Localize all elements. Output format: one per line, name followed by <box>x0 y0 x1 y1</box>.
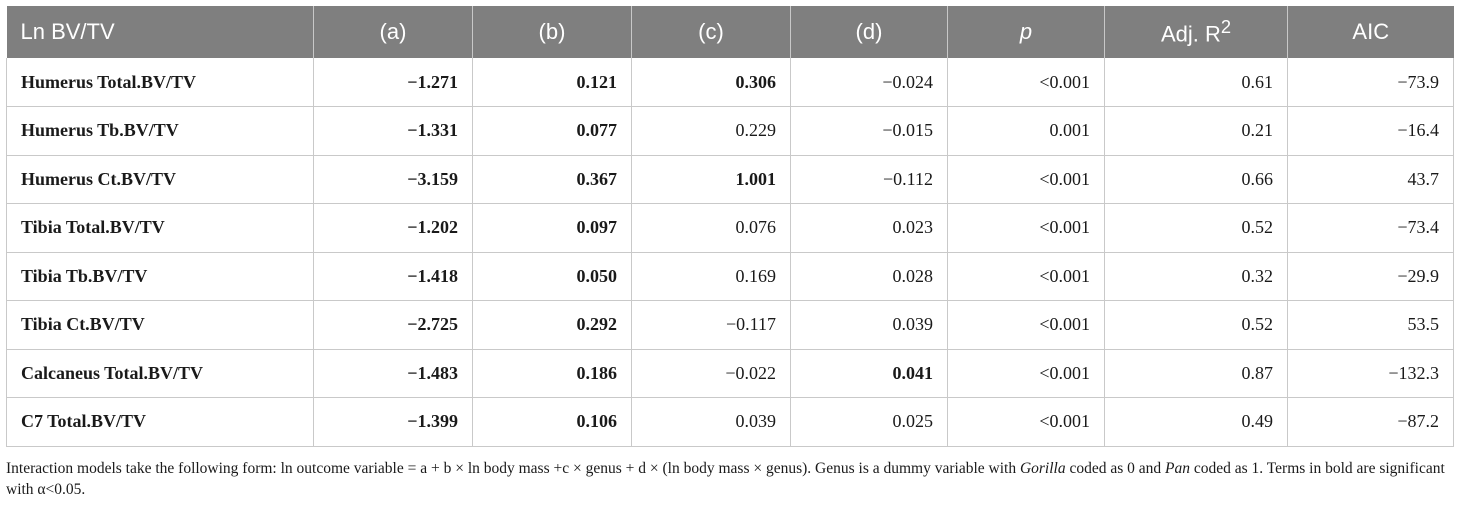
table-container: Ln BV/TV (a) (b) (c) (d) p Adj. R2 AIC H… <box>6 6 1454 447</box>
table-cell: −0.015 <box>790 106 948 156</box>
table-cell: 0.66 <box>1104 155 1288 204</box>
table-cell: −1.202 <box>313 203 473 253</box>
header-cell: (d) <box>790 6 948 58</box>
header-cell: p <box>947 6 1105 58</box>
table-cell: <0.001 <box>947 252 1105 301</box>
table-cell: −0.117 <box>631 300 791 350</box>
table-cell: −1.399 <box>313 397 473 447</box>
header-cell: (a) <box>313 6 473 58</box>
table-cell: 0.076 <box>631 203 791 253</box>
table-cell: 0.039 <box>631 397 791 447</box>
row-label: Tibia Ct.BV/TV <box>6 300 314 350</box>
row-label: Humerus Total.BV/TV <box>6 58 314 107</box>
table-cell: 0.306 <box>631 58 791 107</box>
table-cell: <0.001 <box>947 349 1105 398</box>
table-cell: 0.106 <box>472 397 632 447</box>
table-cell: −73.4 <box>1287 203 1454 253</box>
table-cell: 0.121 <box>472 58 632 107</box>
table-row: Tibia Ct.BV/TV −2.725 0.292 −0.117 0.039 <0.0… <box>6 300 1454 350</box>
table-cell: 0.52 <box>1104 300 1288 350</box>
table-row: Tibia Tb.BV/TV −1.418 0.050 0.169 0.028 <0.00… <box>6 252 1454 301</box>
table-cell: <0.001 <box>947 203 1105 253</box>
table-cell: 0.050 <box>472 252 632 301</box>
table-cell: <0.001 <box>947 397 1105 447</box>
header-cell: Ln BV/TV <box>6 6 314 58</box>
table-cell: 0.229 <box>631 106 791 156</box>
table-cell: 0.52 <box>1104 203 1288 253</box>
table-row: Humerus Tb.BV/TV −1.331 0.077 0.229 −0.015 0.… <box>6 106 1454 156</box>
table-cell: 0.169 <box>631 252 791 301</box>
table-row: Humerus Ct.BV/TV −3.159 0.367 1.001 −0.112 <0… <box>6 155 1454 204</box>
regression-table: Ln BV/TV (a) (b) (c) (d) p Adj. R2 AIC H… <box>6 6 1454 447</box>
table-cell: 0.077 <box>472 106 632 156</box>
table-cell: −16.4 <box>1287 106 1454 156</box>
table-cell: 0.186 <box>472 349 632 398</box>
table-cell: 1.001 <box>631 155 791 204</box>
table-cell: −73.9 <box>1287 58 1454 107</box>
table-cell: −29.9 <box>1287 252 1454 301</box>
table-cell: 0.49 <box>1104 397 1288 447</box>
table-cell: 0.001 <box>947 106 1105 156</box>
row-label: Tibia Tb.BV/TV <box>6 252 314 301</box>
table-cell: 0.367 <box>472 155 632 204</box>
row-label: Humerus Tb.BV/TV <box>6 106 314 156</box>
table-cell: 0.023 <box>790 203 948 253</box>
table-cell: 0.32 <box>1104 252 1288 301</box>
table-cell: 0.028 <box>790 252 948 301</box>
header-row: Ln BV/TV (a) (b) (c) (d) p Adj. R2 AIC <box>6 6 1454 58</box>
table-cell: −3.159 <box>313 155 473 204</box>
footnote-text: Interaction models take the following fo… <box>6 460 1020 477</box>
header-cell-adj-r2: Adj. R2 <box>1104 6 1288 58</box>
row-label: C7 Total.BV/TV <box>6 397 314 447</box>
table-cell: −1.271 <box>313 58 473 107</box>
row-label: Humerus Ct.BV/TV <box>6 155 314 204</box>
table-cell: 0.292 <box>472 300 632 350</box>
footnote-text: coded as 0 and <box>1065 460 1166 477</box>
table-cell: <0.001 <box>947 300 1105 350</box>
table-cell: 0.039 <box>790 300 948 350</box>
table-cell: 43.7 <box>1287 155 1454 204</box>
table-cell: −1.331 <box>313 106 473 156</box>
table-cell: 0.025 <box>790 397 948 447</box>
table-cell: 0.21 <box>1104 106 1288 156</box>
table-row: Tibia Total.BV/TV −1.202 0.097 0.076 0.023 <0… <box>6 203 1454 253</box>
header-cell: AIC <box>1352 19 1390 44</box>
table-cell: −2.725 <box>313 300 473 350</box>
footnote-genus-gorilla: Gorilla <box>1019 460 1066 477</box>
table-row: Calcaneus Total.BV/TV −1.483 0.186 −0.022 0.… <box>6 349 1454 398</box>
table-body: Humerus Total.BV/TV −1.271 0.121 0.306 −0.02… <box>6 58 1454 447</box>
footnote-text: coded as 1. Terms in bold are significan… <box>6 460 1445 498</box>
table-cell: <0.001 <box>947 58 1105 107</box>
table-cell: −1.418 <box>313 252 473 301</box>
row-label: Tibia Total.BV/TV <box>6 203 314 253</box>
table-cell: 0.041 <box>790 349 948 398</box>
header-cell: (b) <box>472 6 632 58</box>
table-cell: 0.61 <box>1104 58 1288 107</box>
table-cell: 0.87 <box>1104 349 1288 398</box>
table-row: Humerus Total.BV/TV −1.271 0.121 0.306 −0.02… <box>6 58 1454 107</box>
table-cell: −132.3 <box>1287 349 1454 398</box>
table-cell: −1.483 <box>313 349 473 398</box>
table-cell: <0.001 <box>947 155 1105 204</box>
header-cell: (c) <box>631 6 791 58</box>
table-cell: −0.022 <box>631 349 791 398</box>
footnote-genus-pan: Pan <box>1165 460 1191 477</box>
table-cell: −0.112 <box>790 155 948 204</box>
table-cell: 53.5 <box>1287 300 1454 350</box>
row-label: Calcaneus Total.BV/TV <box>6 349 314 398</box>
header-label: Adj. R <box>1160 21 1221 47</box>
table-cell: 0.097 <box>472 203 632 253</box>
table-cell: −0.024 <box>790 58 948 107</box>
table-cell: −87.2 <box>1287 397 1454 447</box>
table-row: C7 Total.BV/TV −1.399 0.106 0.039 0.025 <0.00… <box>6 397 1454 447</box>
superscript: 2 <box>1220 16 1232 38</box>
table-footnote: Interaction models take the following fo… <box>6 458 1453 500</box>
